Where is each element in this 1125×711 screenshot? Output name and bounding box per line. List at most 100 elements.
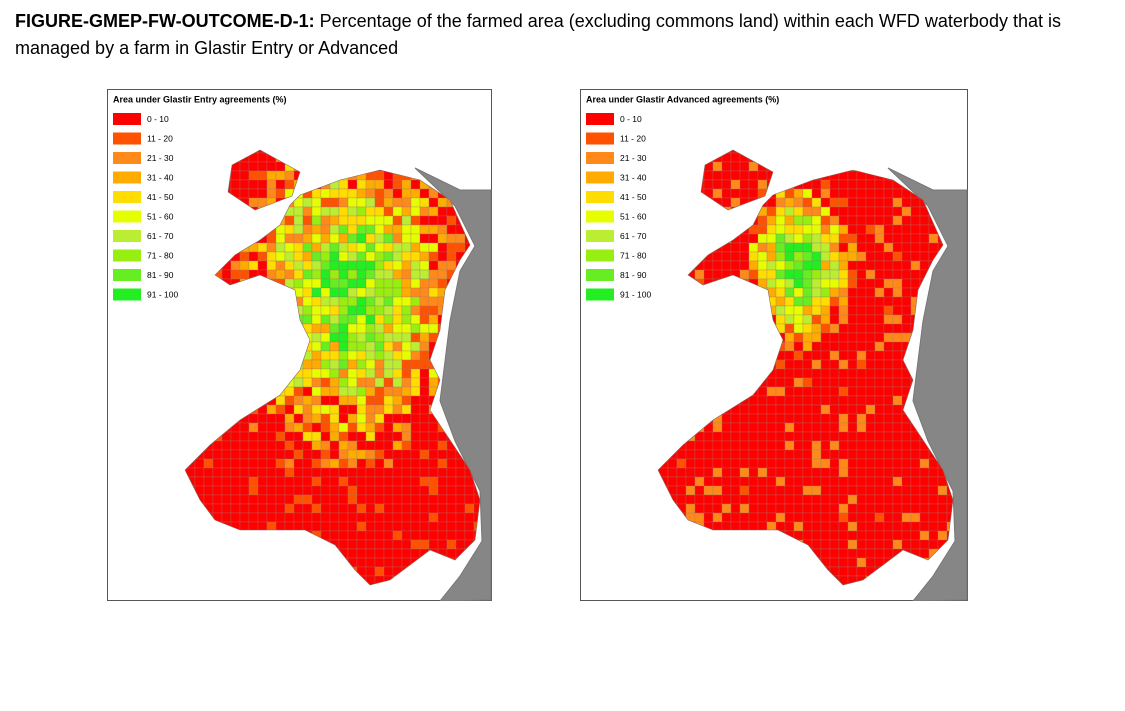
waterbody bbox=[365, 296, 376, 307]
waterbody bbox=[874, 341, 885, 352]
waterbody bbox=[901, 521, 912, 532]
waterbody bbox=[928, 503, 939, 514]
waterbody bbox=[266, 503, 277, 514]
waterbody bbox=[329, 188, 340, 199]
waterbody bbox=[356, 359, 367, 370]
waterbody bbox=[275, 467, 286, 478]
waterbody bbox=[838, 215, 849, 226]
waterbody bbox=[865, 278, 876, 289]
waterbody bbox=[428, 440, 439, 451]
waterbody bbox=[721, 485, 732, 496]
waterbody bbox=[865, 341, 876, 352]
waterbody bbox=[329, 323, 340, 334]
waterbody bbox=[392, 350, 403, 361]
waterbody bbox=[365, 422, 376, 433]
waterbody bbox=[865, 323, 876, 334]
waterbody bbox=[284, 440, 295, 451]
waterbody bbox=[748, 395, 759, 406]
waterbody bbox=[374, 467, 385, 478]
waterbody bbox=[293, 395, 304, 406]
waterbody bbox=[766, 233, 777, 244]
waterbody bbox=[401, 332, 412, 343]
waterbody bbox=[311, 359, 322, 370]
waterbody bbox=[347, 233, 358, 244]
waterbody bbox=[721, 422, 732, 433]
waterbody bbox=[257, 161, 268, 172]
waterbody bbox=[757, 179, 768, 190]
waterbody bbox=[874, 287, 885, 298]
waterbody bbox=[919, 458, 930, 469]
waterbody bbox=[347, 440, 358, 451]
waterbody bbox=[401, 548, 412, 559]
waterbody bbox=[257, 494, 268, 505]
waterbody bbox=[874, 269, 885, 280]
waterbody bbox=[374, 179, 385, 190]
waterbody bbox=[811, 350, 822, 361]
legend-label: 81 - 90 bbox=[620, 270, 647, 280]
waterbody bbox=[374, 377, 385, 388]
waterbody bbox=[374, 170, 385, 181]
waterbody bbox=[865, 503, 876, 514]
waterbody bbox=[401, 305, 412, 316]
waterbody bbox=[428, 467, 439, 478]
waterbody bbox=[329, 413, 340, 424]
waterbody bbox=[392, 422, 403, 433]
waterbody bbox=[320, 188, 331, 199]
waterbody bbox=[739, 269, 750, 280]
waterbody bbox=[766, 494, 777, 505]
waterbody bbox=[766, 503, 777, 514]
waterbody bbox=[428, 251, 439, 262]
waterbody bbox=[356, 404, 367, 415]
waterbody bbox=[739, 431, 750, 442]
waterbody bbox=[829, 377, 840, 388]
waterbody bbox=[302, 296, 313, 307]
waterbody bbox=[311, 449, 322, 460]
waterbody bbox=[410, 305, 421, 316]
waterbody bbox=[928, 467, 939, 478]
waterbody bbox=[811, 242, 822, 253]
waterbody bbox=[757, 395, 768, 406]
waterbody bbox=[757, 404, 768, 415]
waterbody bbox=[302, 260, 313, 271]
waterbody bbox=[392, 323, 403, 334]
waterbody bbox=[712, 260, 723, 271]
waterbody bbox=[721, 188, 732, 199]
waterbody bbox=[302, 467, 313, 478]
waterbody bbox=[221, 458, 232, 469]
waterbody bbox=[266, 485, 277, 496]
waterbody bbox=[838, 521, 849, 532]
waterbody bbox=[374, 485, 385, 496]
waterbody bbox=[820, 341, 831, 352]
waterbody bbox=[311, 440, 322, 451]
waterbody bbox=[847, 350, 858, 361]
waterbody bbox=[811, 341, 822, 352]
waterbody bbox=[410, 413, 421, 424]
waterbody bbox=[401, 269, 412, 280]
waterbody bbox=[820, 296, 831, 307]
waterbody bbox=[284, 458, 295, 469]
waterbody bbox=[383, 413, 394, 424]
waterbody bbox=[847, 359, 858, 370]
waterbody bbox=[356, 206, 367, 217]
waterbody bbox=[419, 377, 430, 388]
waterbody bbox=[874, 530, 885, 541]
waterbody bbox=[856, 449, 867, 460]
waterbody bbox=[856, 350, 867, 361]
waterbody bbox=[419, 494, 430, 505]
waterbody bbox=[928, 521, 939, 532]
waterbody bbox=[320, 368, 331, 379]
waterbody bbox=[757, 494, 768, 505]
waterbody bbox=[338, 368, 349, 379]
waterbody bbox=[865, 413, 876, 424]
waterbody bbox=[212, 485, 223, 496]
waterbody bbox=[703, 431, 714, 442]
waterbody bbox=[829, 215, 840, 226]
waterbody bbox=[410, 314, 421, 325]
waterbody bbox=[865, 233, 876, 244]
waterbody bbox=[230, 467, 241, 478]
waterbody bbox=[464, 503, 475, 514]
waterbody bbox=[347, 494, 358, 505]
waterbody bbox=[374, 197, 385, 208]
waterbody bbox=[892, 215, 903, 226]
waterbody bbox=[428, 269, 439, 280]
